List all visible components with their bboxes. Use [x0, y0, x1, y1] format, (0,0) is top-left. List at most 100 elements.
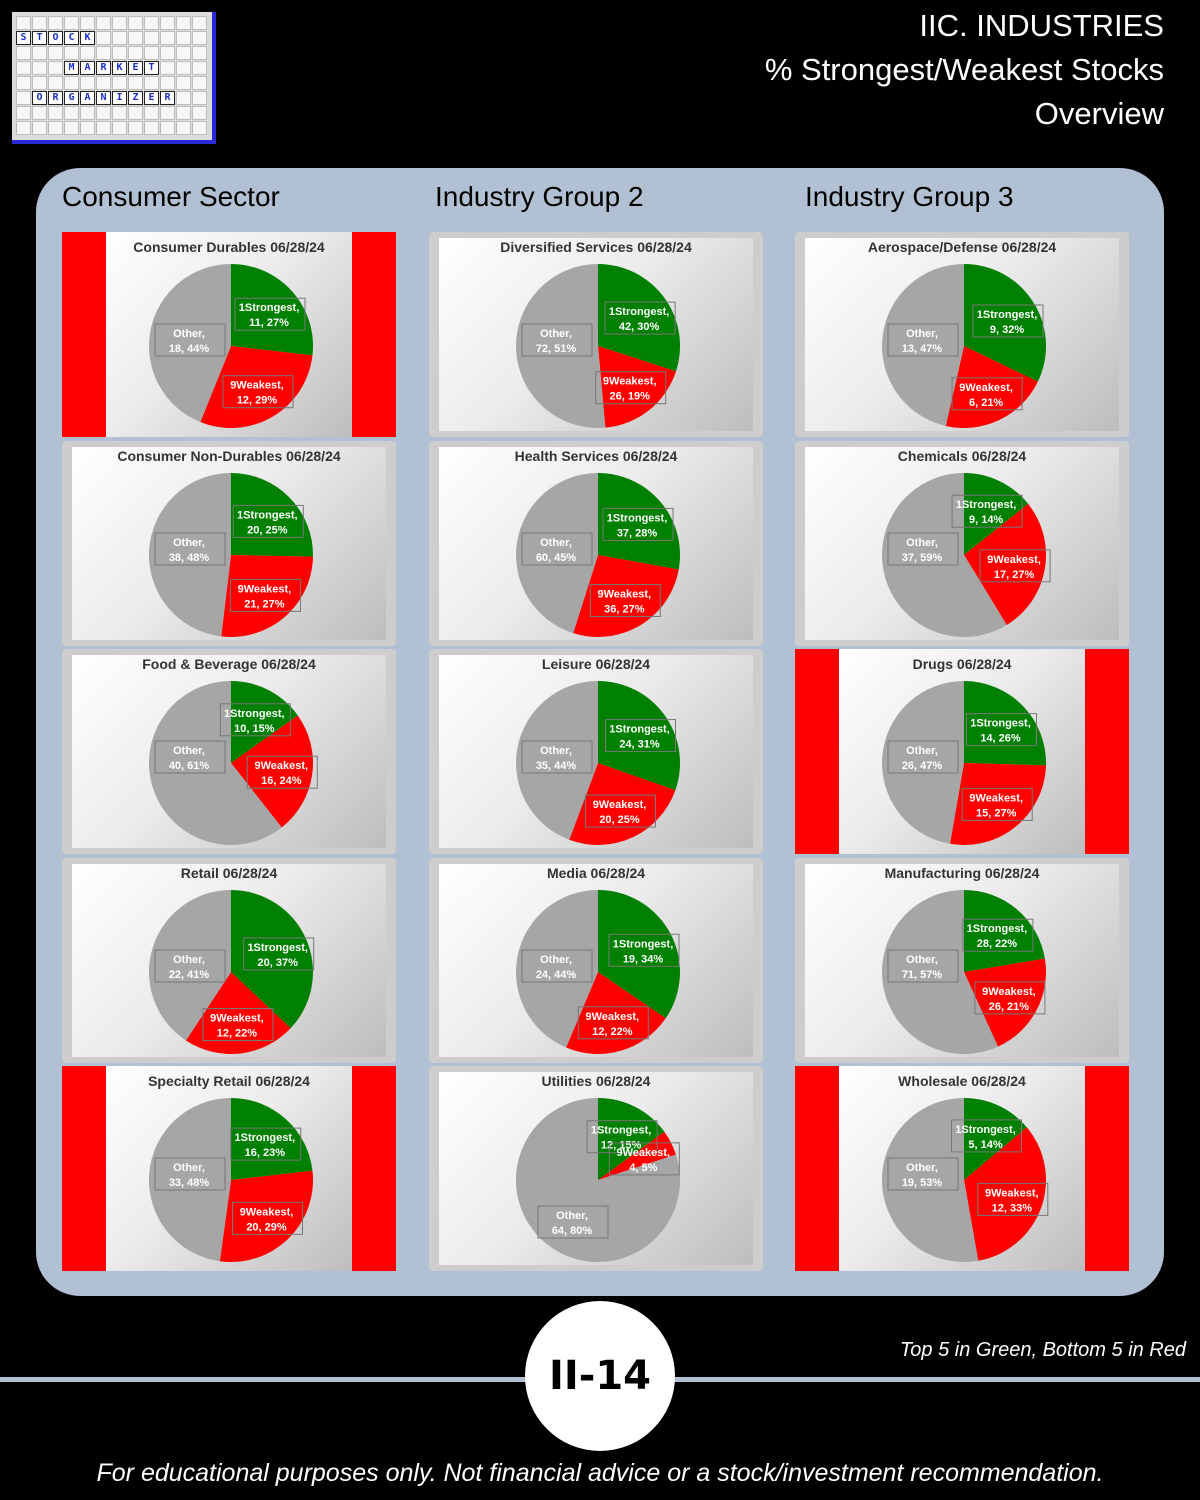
data-label-value: 19, 53%	[902, 1177, 943, 1189]
data-label-weakest: 9Weakest, 16, 24%	[246, 755, 318, 789]
data-label-name: 1Strongest,	[609, 306, 670, 318]
data-label-box	[219, 703, 291, 737]
data-label-name: 9Weakest,	[240, 1206, 294, 1218]
data-label-name: 1Strongest,	[247, 942, 308, 954]
data-label-name: 9Weakest,	[603, 376, 657, 388]
logo-blank-cell	[32, 16, 47, 30]
data-label-value: 24, 31%	[619, 739, 660, 751]
data-label-value: 71, 57%	[902, 969, 943, 981]
data-label-box	[887, 532, 959, 566]
data-label-value: 20, 25%	[599, 814, 640, 826]
data-label-strongest: 1Strongest, 28, 22%	[962, 918, 1034, 952]
data-label-value: 20, 37%	[258, 957, 299, 969]
column-heading-industry-group-3: Industry Group 3	[805, 181, 1014, 212]
pie-chart: 1Strongest, 37, 28% 9Weakest, 36, 27% Other,…	[516, 473, 681, 637]
logo-blank-cell	[112, 31, 127, 45]
logo-blank-cell	[160, 16, 175, 30]
data-label-box	[608, 1142, 680, 1176]
logo-blank-cell	[128, 121, 143, 135]
logo-blank-cell	[160, 46, 175, 60]
logo-letter: T	[144, 61, 159, 75]
chart-title: Leisure 06/28/24	[541, 656, 651, 672]
data-label-weakest: 9Weakest, 12, 22%	[577, 1006, 649, 1040]
data-label-weakest: 9Weakest, 17, 27%	[979, 549, 1051, 583]
data-label-name: 9Weakest,	[597, 589, 651, 601]
logo-blank-cell	[144, 31, 159, 45]
data-label-strongest: 1Strongest, 24, 31%	[605, 719, 676, 753]
logo-blank-cell	[128, 16, 143, 30]
data-label-box	[595, 371, 667, 405]
data-label-value: 24, 44%	[536, 969, 577, 981]
data-label-value: 16, 23%	[245, 1147, 286, 1159]
pie-chart-card: Leisure 06/28/24 1Strongest, 24, 31% 9Weake…	[429, 649, 763, 854]
pie-slice-weakest	[566, 972, 666, 1054]
data-label-other: Other, 71, 57%	[887, 949, 959, 983]
data-label-value: 60, 45%	[536, 552, 577, 564]
logo-blank-cell	[80, 121, 95, 135]
logo-blank-cell	[16, 61, 31, 75]
logo-letter: O	[32, 91, 47, 105]
data-label-box	[585, 794, 656, 828]
logo-letter: K	[80, 31, 95, 45]
data-label-name: 9Weakest,	[593, 799, 647, 811]
data-label-box	[246, 755, 318, 789]
column-heading-consumer-sector: Consumer Sector	[62, 181, 280, 212]
logo-blank-cell	[112, 76, 127, 90]
pie-chart-card: Utilities 06/28/24 1Strongest, 12, 15% 9Wea…	[429, 1066, 763, 1271]
data-label-weakest: 9Weakest, 26, 21%	[974, 981, 1046, 1015]
chart-title: Manufacturing 06/28/24	[884, 865, 1040, 881]
data-label-name: 1Strongest,	[970, 718, 1031, 730]
data-label-other: Other, 22, 41%	[154, 949, 226, 983]
data-label-value: 15, 27%	[976, 807, 1017, 819]
logo-blank-cell	[176, 16, 191, 30]
data-label-other: Other, 13, 47%	[887, 323, 959, 357]
pie-slice-other	[148, 473, 231, 637]
pie-slice-strongest	[598, 681, 680, 791]
chart-title: Chemicals 06/28/24	[897, 448, 1027, 464]
data-label-value: 42, 30%	[619, 321, 660, 333]
pie-slice-strongest	[964, 1098, 1027, 1180]
data-label-weakest: 9Weakest, 6, 21%	[951, 377, 1023, 411]
logo-blank-cell	[80, 76, 95, 90]
data-label-name: 1Strongest,	[237, 509, 298, 521]
data-label-other: Other, 26, 47%	[887, 740, 959, 774]
chart-title: Utilities 06/28/24	[541, 1073, 651, 1089]
data-label-name: Other,	[556, 1210, 588, 1222]
data-label-box	[521, 323, 593, 357]
logo-blank-cell	[96, 106, 111, 120]
data-label-value: 64, 80%	[552, 1225, 593, 1237]
data-label-name: Other,	[540, 537, 572, 549]
data-label-name: Other,	[173, 328, 205, 340]
data-label-value: 38, 48%	[169, 552, 210, 564]
pie-slice-strongest	[231, 681, 298, 763]
logo-letter: K	[112, 61, 127, 75]
data-label-other: Other, 35, 44%	[521, 740, 593, 774]
data-label-other: Other, 60, 45%	[521, 532, 593, 566]
data-label-box	[887, 1157, 959, 1191]
pie-slice-other	[881, 1098, 979, 1262]
pie-chart: 1Strongest, 11, 27% 9Weakest, 12, 29% Other,…	[148, 264, 314, 429]
column-heading-industry-group-2: Industry Group 2	[435, 181, 644, 212]
data-label-box	[230, 1127, 302, 1161]
data-label-value: 40, 61%	[169, 760, 210, 772]
data-label-value: 12, 22%	[592, 1026, 633, 1038]
data-label-name: 1Strongest,	[977, 309, 1038, 321]
pie-chart-card: Manufacturing 06/28/24 1Strongest, 28, 22%…	[795, 858, 1129, 1063]
logo-blank-cell	[176, 76, 191, 90]
logo-blank-cell	[32, 106, 47, 120]
data-label-name: 9Weakest,	[982, 986, 1036, 998]
pie-slice-other	[516, 264, 606, 428]
logo-blank-cell	[192, 31, 207, 45]
data-label-box	[962, 918, 1034, 952]
logo-blank-cell	[64, 16, 79, 30]
data-label-other: Other, 19, 53%	[887, 1157, 959, 1191]
pie-slice-weakest	[964, 503, 1047, 625]
data-label-name: 1Strongest,	[613, 938, 674, 950]
page-number-badge: II-14	[525, 1301, 675, 1451]
pie-slice-weakest	[185, 972, 291, 1054]
data-label-other: Other, 38, 48%	[154, 532, 226, 566]
pie-chart-card: Drugs 06/28/24 1Strongest, 14, 26% 9Weakest…	[795, 649, 1129, 854]
data-label-value: 21, 27%	[244, 598, 285, 610]
chart-title: Health Services 06/28/24	[514, 448, 678, 464]
